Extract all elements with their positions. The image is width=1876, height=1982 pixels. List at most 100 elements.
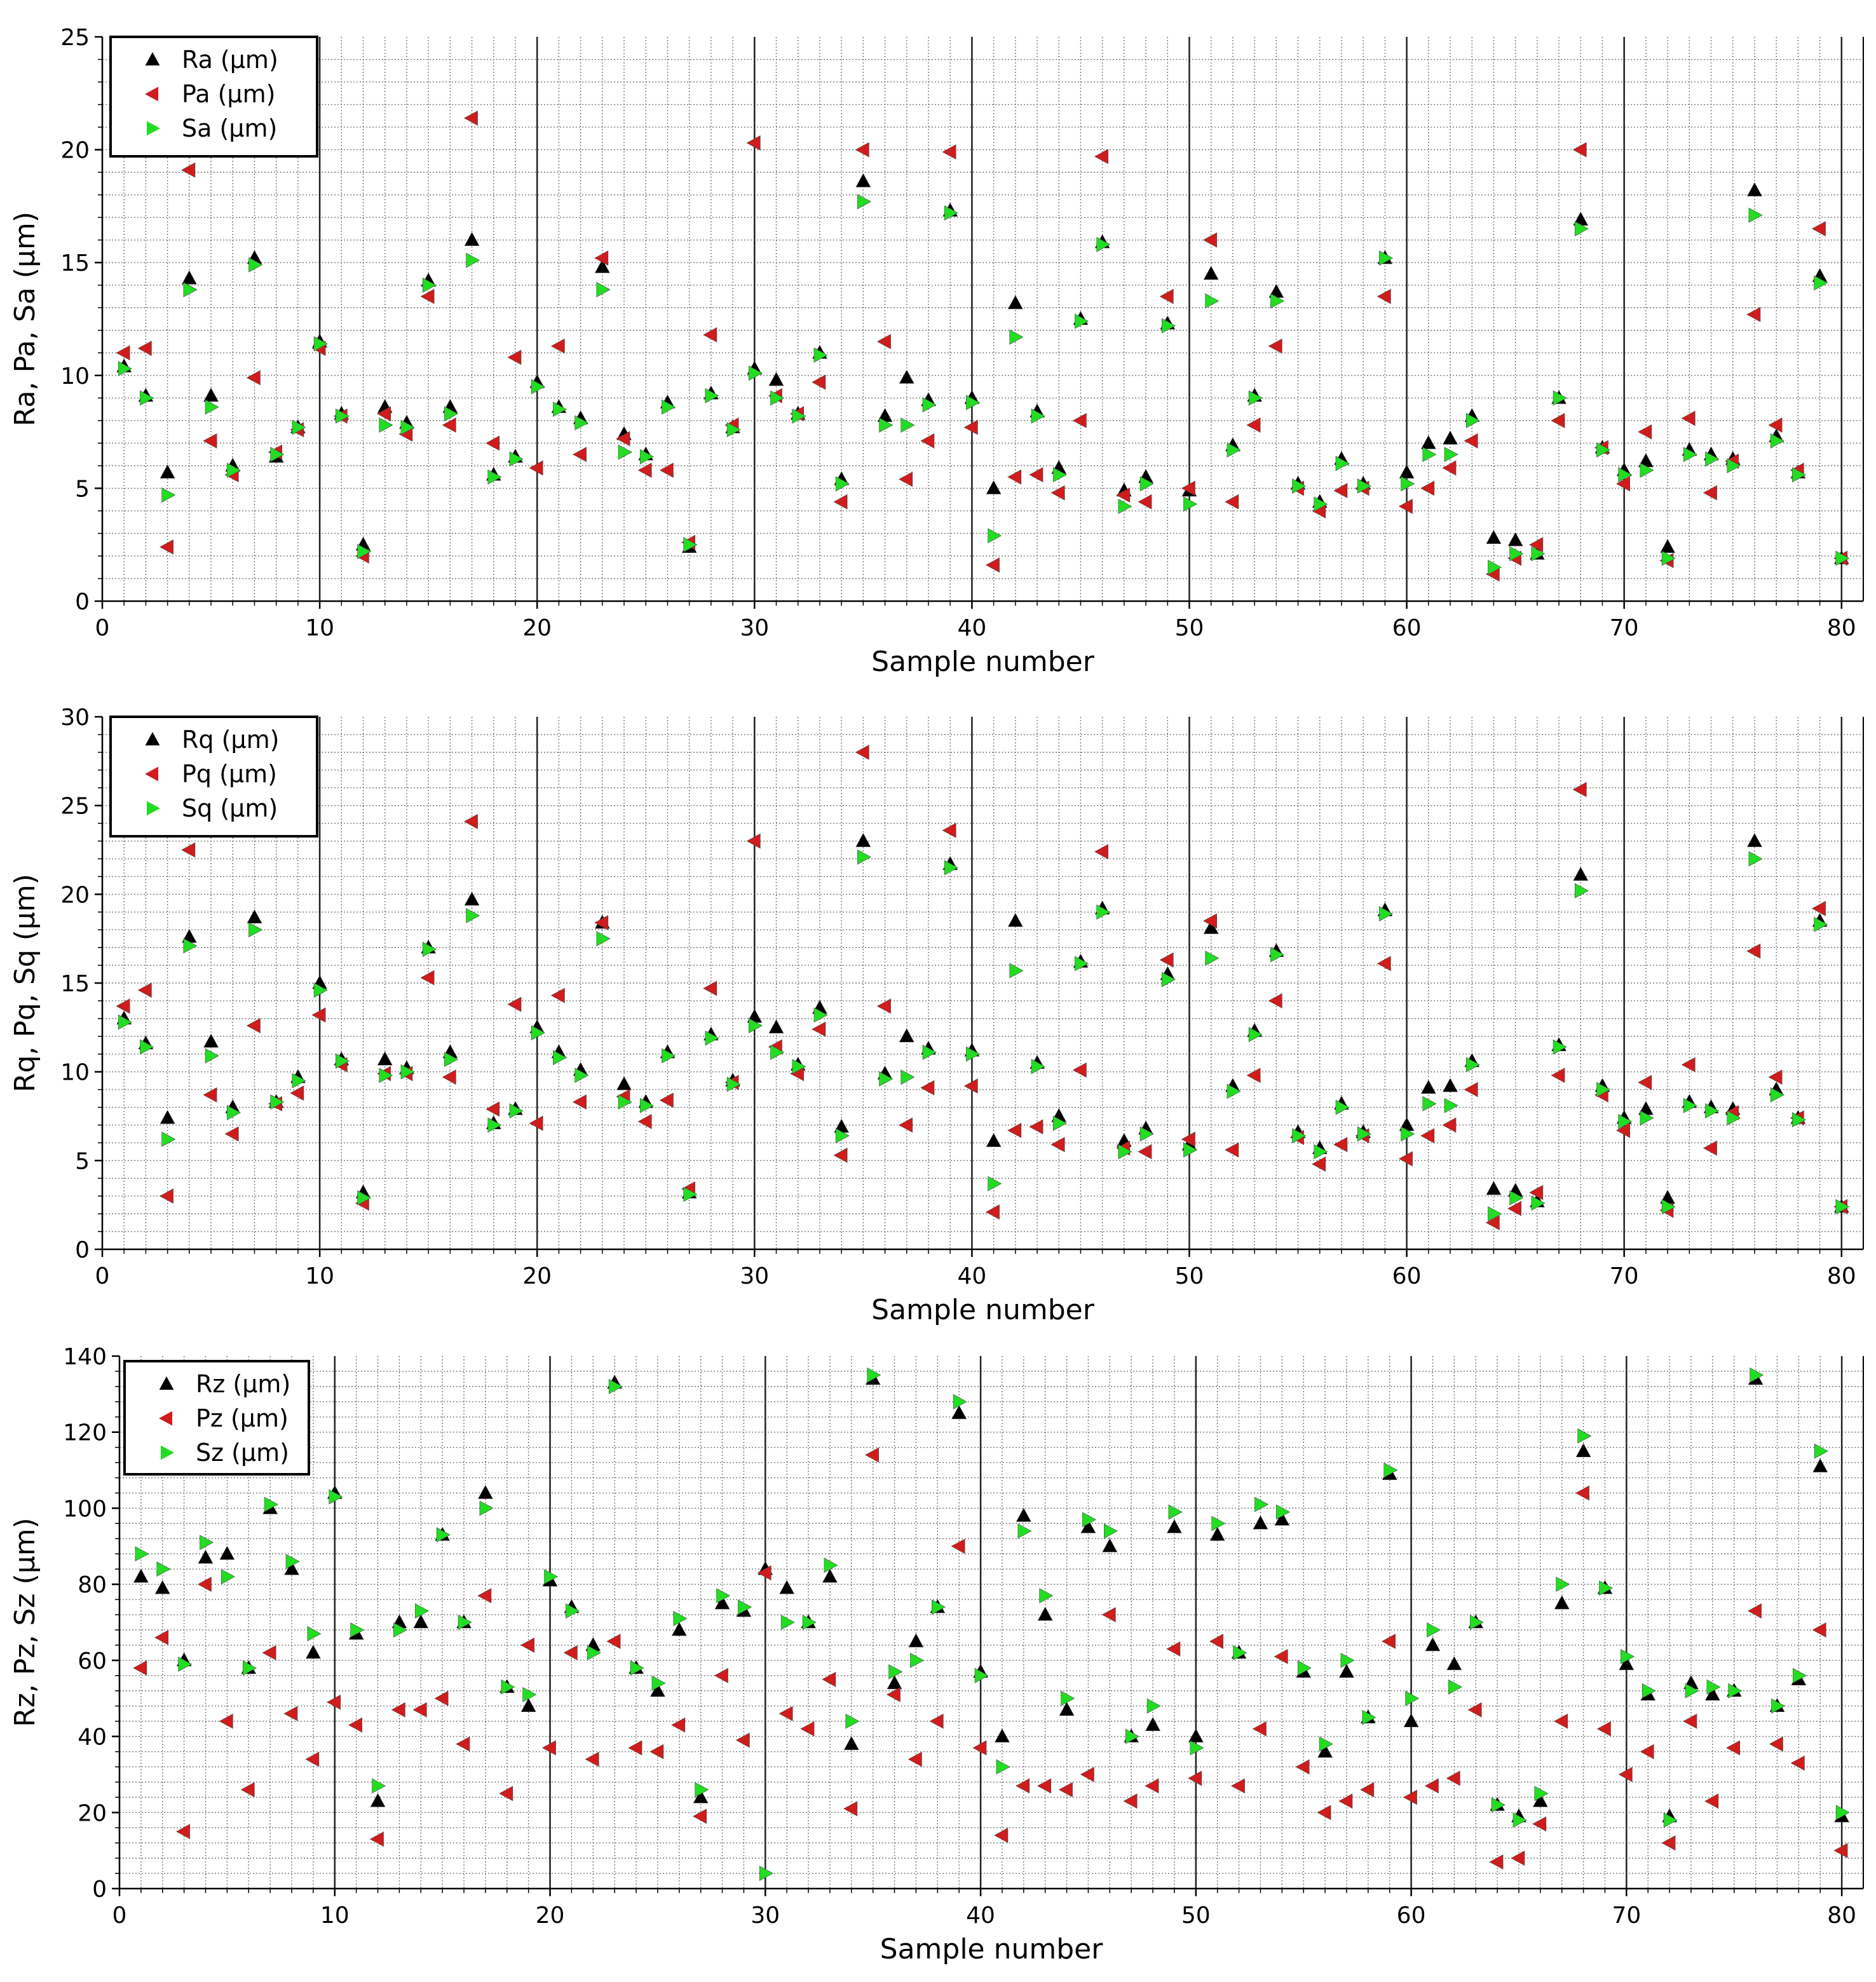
data-point: [133, 1660, 147, 1676]
x-axis-title: Sample number: [871, 646, 1095, 678]
data-point: [867, 1368, 881, 1383]
series-2: [116, 744, 1848, 1231]
y-tick-label: 60: [78, 1648, 107, 1674]
legend-label: Sq (μm): [182, 794, 278, 822]
data-point: [464, 232, 480, 246]
legend-box: [109, 716, 318, 838]
data-point: [835, 1128, 850, 1144]
data-point: [464, 892, 480, 906]
data-point: [1050, 485, 1065, 501]
data-point: [1016, 1778, 1030, 1794]
data-point: [1465, 412, 1480, 428]
data-point: [1467, 1702, 1482, 1718]
data-point: [1203, 913, 1217, 929]
data-point: [1768, 417, 1783, 433]
data-point: [412, 1702, 427, 1718]
y-tick-label: 15: [60, 971, 90, 997]
data-point: [1399, 464, 1415, 479]
data-point: [1080, 1767, 1094, 1782]
data-point: [1442, 1117, 1457, 1133]
data-point: [414, 1603, 429, 1619]
data-point: [1039, 1588, 1054, 1604]
data-point: [181, 270, 197, 285]
data-point: [770, 1045, 785, 1060]
data-point: [1427, 1622, 1441, 1638]
data-point: [226, 1105, 241, 1120]
data-point: [714, 1595, 730, 1610]
legend-marker: [145, 52, 160, 65]
data-point: [161, 487, 176, 503]
x-tick-label: 0: [112, 1903, 127, 1929]
data-point: [197, 1577, 212, 1592]
data-point: [160, 464, 175, 479]
x-tick-label: 50: [1175, 615, 1204, 641]
data-point: [434, 1690, 449, 1706]
data-point: [160, 1110, 175, 1124]
data-point: [1640, 1744, 1654, 1760]
data-point: [1401, 1126, 1415, 1142]
data-point: [1274, 1511, 1290, 1526]
data-point: [1016, 1507, 1031, 1522]
data-point: [1443, 1078, 1458, 1092]
data-point: [910, 1652, 925, 1668]
chart-panel-3: 0 10 20 30 40 50 60 70 80 0 20 40 60 80 100 120 140 Sampl…: [9, 1344, 1864, 1965]
legend-label: Pa (μm): [182, 80, 275, 108]
y-tick-label: 10: [60, 1060, 90, 1086]
y-tick-label: 25: [60, 794, 90, 820]
data-point: [876, 334, 891, 350]
data-point: [161, 1131, 176, 1147]
data-point: [283, 1706, 298, 1721]
data-point: [1166, 1641, 1181, 1657]
data-point: [630, 1660, 644, 1676]
data-point: [824, 1558, 838, 1573]
data-point: [792, 408, 806, 424]
data-point: [1181, 480, 1195, 496]
y-tick-label: 30: [60, 705, 90, 731]
data-point: [1139, 1126, 1154, 1142]
data-point: [966, 1046, 981, 1062]
data-point: [369, 1831, 384, 1847]
x-tick-label: 80: [1827, 615, 1856, 641]
data-point: [1227, 442, 1241, 458]
data-point: [246, 1018, 261, 1033]
legend-marker: [145, 766, 158, 782]
data-point: [1167, 1519, 1182, 1533]
data-point: [563, 1645, 578, 1660]
data-point: [509, 1103, 524, 1119]
data-point: [651, 1675, 666, 1691]
data-point: [154, 1580, 170, 1594]
data-point: [1681, 411, 1696, 426]
x-tick-label: 40: [966, 1903, 995, 1929]
data-point: [966, 395, 981, 411]
data-point: [357, 1190, 372, 1205]
data-point: [639, 449, 654, 465]
data-point: [487, 1117, 502, 1133]
data-point: [442, 1069, 456, 1085]
data-point: [1233, 1645, 1247, 1660]
minor-grid: [102, 717, 1863, 1249]
data-point: [1491, 1797, 1506, 1813]
data-point: [963, 1078, 978, 1094]
data-point: [673, 1611, 688, 1626]
data-point: [1376, 288, 1391, 304]
y-tick-label: 140: [63, 1344, 107, 1370]
data-point: [463, 110, 478, 126]
data-point: [1469, 1615, 1484, 1630]
data-point: [857, 849, 871, 865]
data-point: [305, 1645, 321, 1659]
data-point: [572, 447, 587, 463]
data-point: [1553, 390, 1567, 406]
x-tick-label: 50: [1175, 1263, 1204, 1289]
data-point: [463, 813, 478, 829]
y-tick-label: 5: [75, 476, 90, 502]
data-point: [738, 1599, 752, 1615]
data-point: [550, 338, 565, 354]
data-point: [520, 1698, 536, 1712]
data-point: [1534, 1786, 1549, 1802]
data-point: [1029, 1119, 1043, 1135]
data-point: [1747, 182, 1762, 196]
data-point: [466, 252, 480, 268]
data-point: [822, 1568, 838, 1583]
data-point: [198, 1549, 214, 1564]
data-point: [1769, 1736, 1783, 1752]
